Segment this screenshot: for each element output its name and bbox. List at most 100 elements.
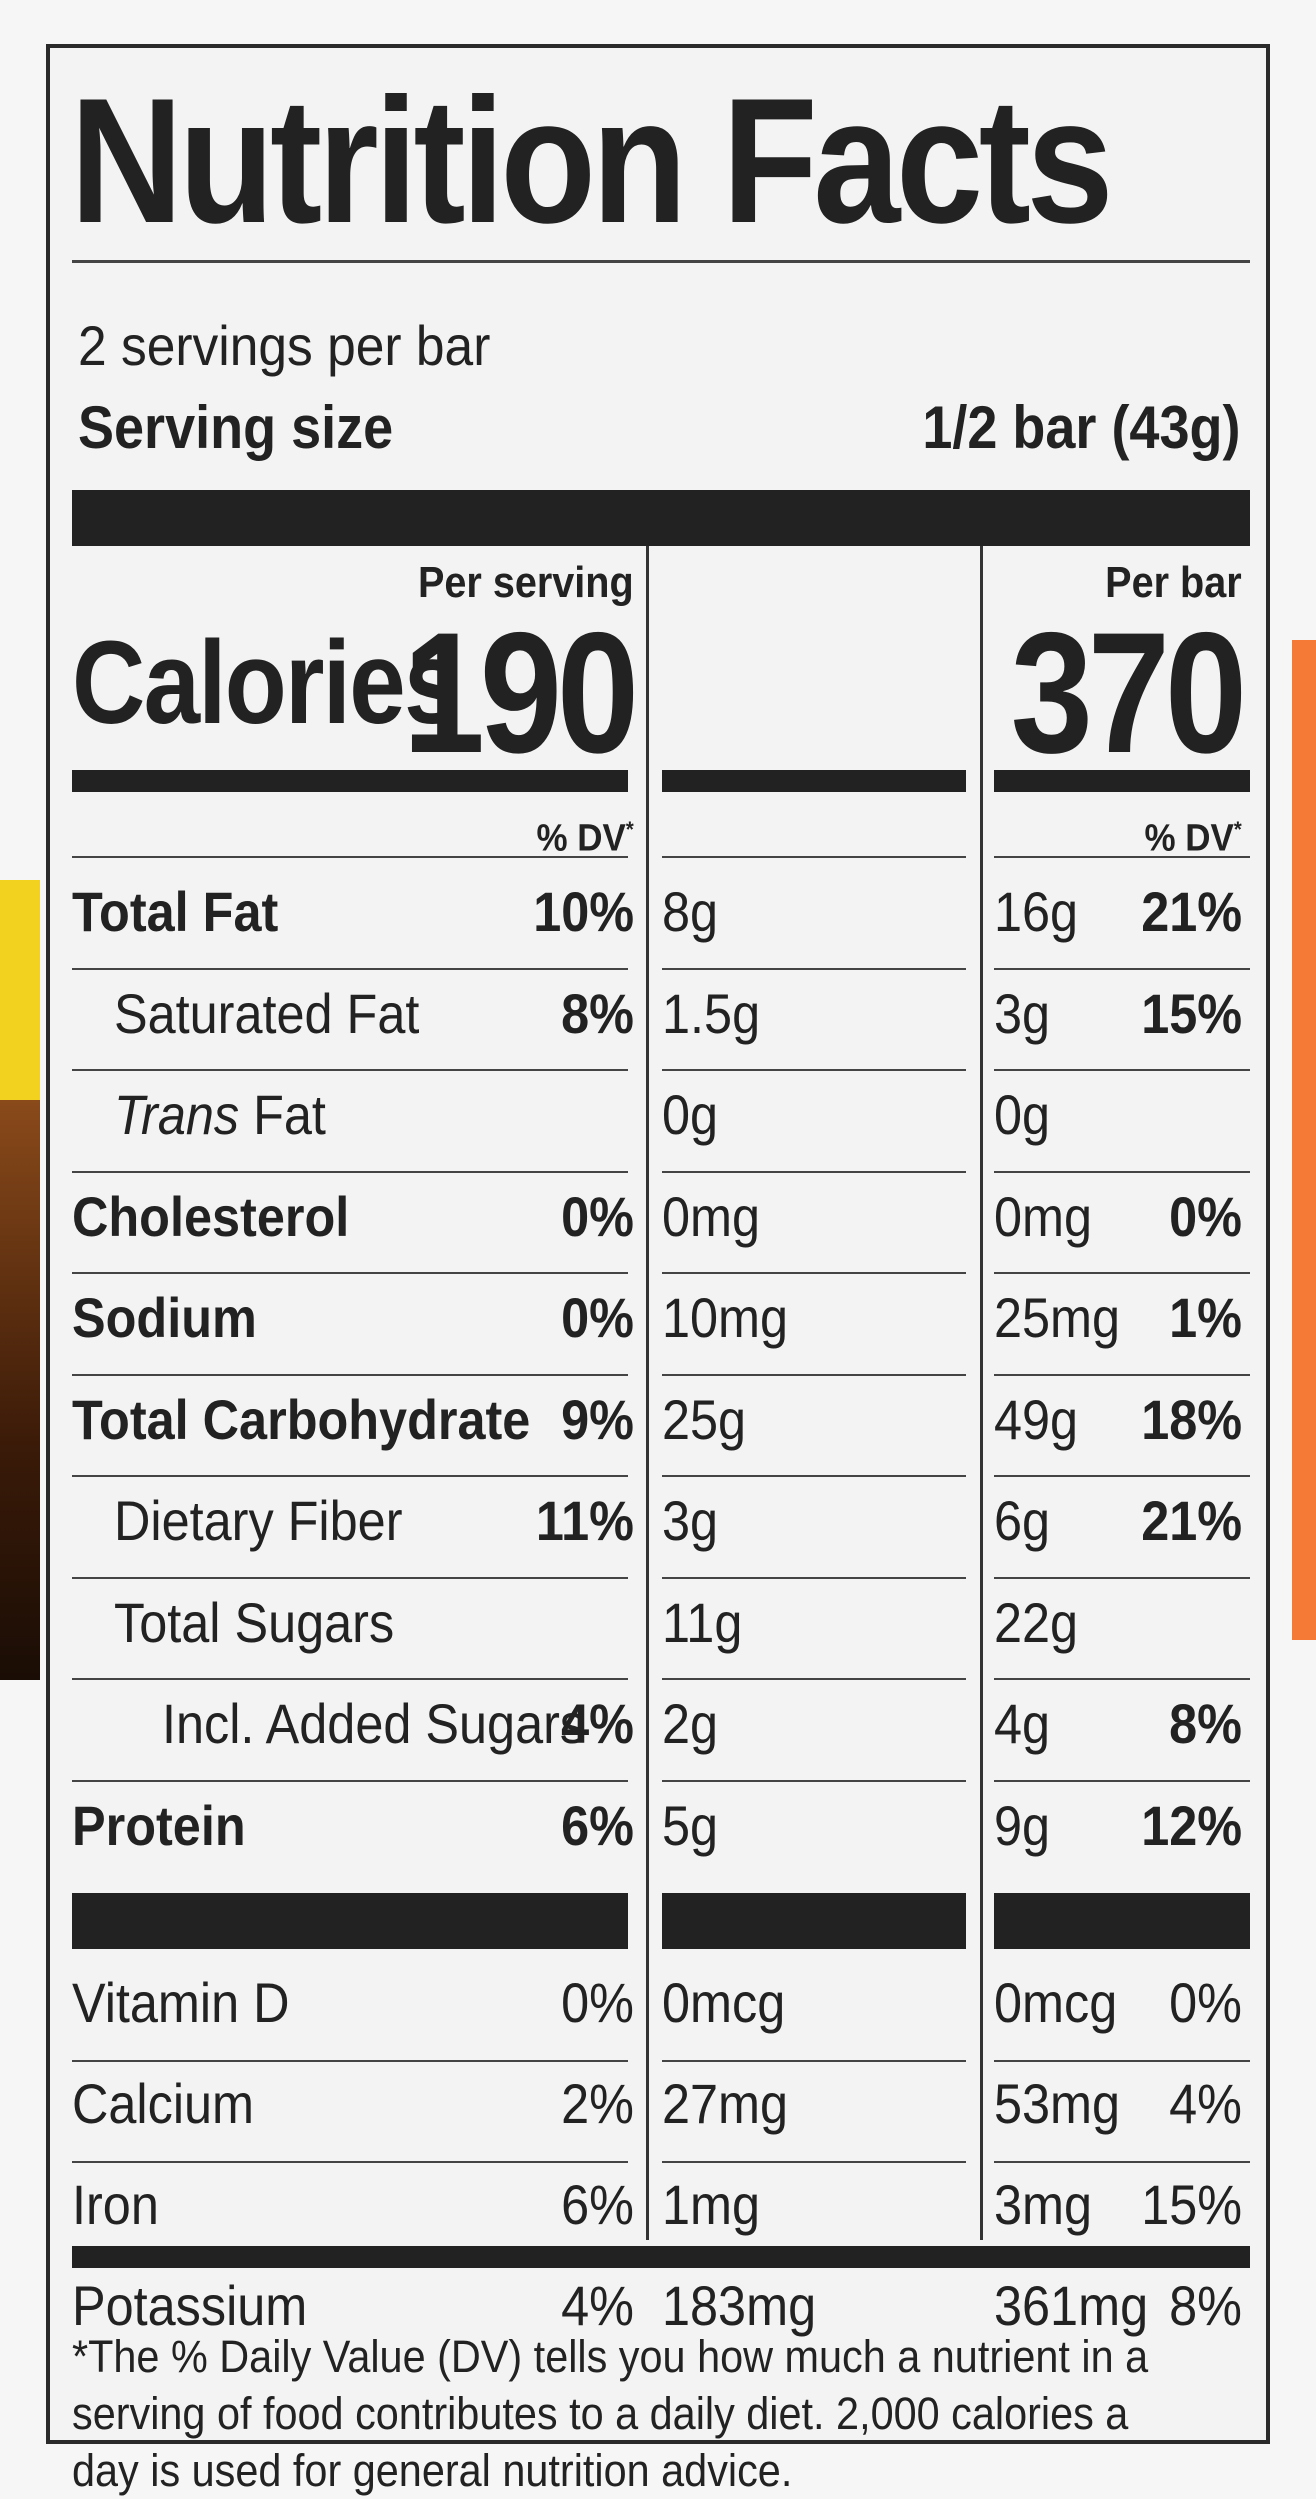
bar-amount: 49g (994, 1387, 1079, 1451)
servings-per-container: 2 servings per bar (78, 314, 491, 377)
nutrient-name: Total Fat (72, 880, 278, 944)
thick-divider-bottom (72, 2246, 1250, 2268)
serving-dv: 0% (561, 1184, 634, 1248)
thick-divider-vitamins-serving (662, 1893, 966, 1949)
row-divider-bar-n7 (994, 1678, 1250, 1680)
nutrient-name-text: Saturated Fat (114, 981, 420, 1045)
nutrient-name: Vitamin D (72, 1971, 290, 2035)
serving-size-value: 1/2 bar (43g) (921, 394, 1240, 461)
serving-amount: 10mg (662, 1286, 789, 1349)
serving-dv: 4% (561, 2274, 634, 2337)
serving-amount: 1mg (662, 2173, 761, 2236)
serving-amount: 0mcg (662, 1971, 786, 2034)
bar-dv: 0% (1169, 1971, 1242, 2034)
bar-amount: 22g (994, 1590, 1079, 1654)
daily-value-footnote: *The % Daily Value (DV) tells you how mu… (72, 2331, 1149, 2496)
row-divider-serving-v0 (662, 2060, 966, 2062)
bar-amount: 4g (994, 1692, 1051, 1755)
row-divider-name-n7 (72, 1678, 628, 1680)
nutrient-name-text: Cholesterol (72, 1184, 350, 1248)
calories-per-bar: 370 (1010, 597, 1247, 789)
bar-amount: 0mcg (994, 1971, 1118, 2034)
bar-amount: 361mg (994, 2274, 1149, 2337)
row-divider-bar-n6 (994, 1577, 1250, 1579)
label-title: Nutrition Facts (70, 61, 1114, 260)
row-divider-serving-n2 (662, 1171, 966, 1173)
serving-dv: 8% (561, 981, 634, 1045)
row-divider-name-v0 (72, 2060, 628, 2062)
nutrient-name: Incl. Added Sugars (162, 1692, 585, 1756)
row-divider-bar-n8 (994, 1780, 1250, 1782)
column-header-per-bar: Per bar (1105, 558, 1242, 607)
nutrient-name-text: Calcium (72, 2072, 255, 2135)
row-divider-serving-n0 (662, 968, 966, 970)
thick-divider-top (72, 490, 1250, 546)
row-divider-bar-v0 (994, 2060, 1250, 2062)
serving-amount: 11g (662, 1590, 743, 1654)
nutrient-name-text: Vitamin D (72, 1971, 290, 2034)
title-divider (72, 260, 1250, 263)
nutrient-name-suffix: Fat (239, 1083, 326, 1146)
row-divider-name-n0 (72, 968, 628, 970)
bar-dv: 4% (1169, 2072, 1242, 2135)
row-divider-serving-n5 (662, 1475, 966, 1477)
nutrient-name-text: Iron (72, 2173, 159, 2236)
row-divider-name-n5 (72, 1475, 628, 1477)
serving-dv: 0% (561, 1286, 634, 1349)
bar-dv: 15% (1141, 2173, 1242, 2236)
nutrient-name-text: Total Carbohydrate (72, 1387, 531, 1451)
row-divider-name-n6 (72, 1577, 628, 1579)
serving-dv: 9% (561, 1387, 634, 1451)
calories-bar-serving (662, 770, 966, 792)
serving-dv: 2% (561, 2072, 634, 2135)
package-accent-yellow (0, 880, 40, 1100)
bar-amount: 53mg (994, 2072, 1121, 2135)
row-divider-serving-n8 (662, 1780, 966, 1782)
nutrient-name: Calcium (72, 2072, 254, 2136)
row-divider-name-v1 (72, 2161, 628, 2163)
serving-dv: 4% (561, 1692, 634, 1755)
nutrient-name-text: Sodium (72, 1286, 257, 1349)
nutrient-name-text: Trans (114, 1083, 240, 1146)
thick-divider-vitamins-name (72, 1893, 628, 1949)
dv-header-bar: % DV* (1144, 817, 1242, 860)
row-divider-name-dv (72, 856, 628, 858)
bar-dv: 8% (1169, 2274, 1242, 2337)
nutrient-name-text: Incl. Added Sugars (162, 1692, 586, 1755)
nutrient-name: Iron (72, 2173, 159, 2237)
nutrient-name: Potassium (72, 2274, 307, 2338)
package-accent-orange (1292, 640, 1316, 1640)
row-divider-bar-n3 (994, 1272, 1250, 1274)
row-divider-serving-dv (662, 856, 966, 858)
dv-header-serving: % DV* (536, 817, 634, 860)
row-divider-name-n3 (72, 1272, 628, 1274)
row-divider-bar-v1 (994, 2161, 1250, 2163)
bar-amount: 0g (994, 1083, 1051, 1146)
serving-dv: 6% (561, 2173, 634, 2236)
bar-dv: 1% (1169, 1286, 1242, 1349)
serving-amount: 25g (662, 1387, 747, 1451)
bar-amount: 9g (994, 1793, 1051, 1857)
calories-per-serving: 190 (402, 597, 639, 789)
row-divider-bar-n4 (994, 1374, 1250, 1376)
serving-amount: 5g (662, 1793, 719, 1857)
bar-dv: 18% (1141, 1387, 1242, 1451)
serving-amount: 0g (662, 1083, 719, 1146)
serving-amount: 183mg (662, 2274, 817, 2337)
serving-amount: 27mg (662, 2072, 789, 2135)
package-accent-brown (0, 1100, 40, 1680)
bar-amount: 25mg (994, 1286, 1121, 1349)
bar-amount: 0mg (994, 1184, 1093, 1248)
row-divider-bar-n2 (994, 1171, 1250, 1173)
bar-dv: 21% (1141, 1489, 1242, 1552)
calories-label: Calories (72, 617, 460, 749)
column-divider-1 (646, 546, 649, 2240)
row-divider-serving-n6 (662, 1577, 966, 1579)
calories-bar-bar (994, 770, 1250, 792)
row-divider-bar-dv (994, 856, 1250, 858)
nutrition-facts-label: Nutrition Facts 2 servings per bar Servi… (46, 44, 1270, 2496)
serving-amount: 0mg (662, 1184, 761, 1248)
row-divider-bar-n0 (994, 968, 1250, 970)
nutrient-name: Dietary Fiber (114, 1489, 402, 1553)
row-divider-serving-n4 (662, 1374, 966, 1376)
